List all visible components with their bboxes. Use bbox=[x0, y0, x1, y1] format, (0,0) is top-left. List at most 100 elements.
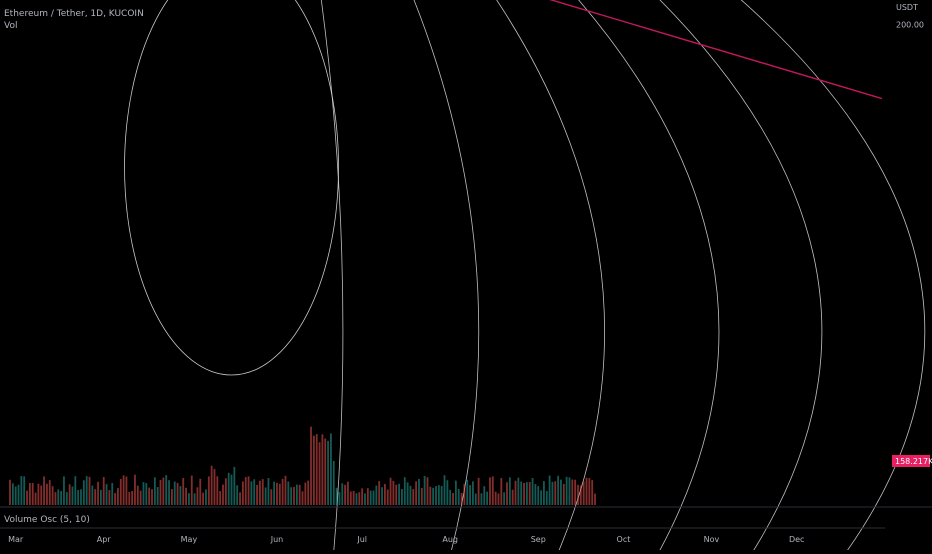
volume-bar bbox=[31, 482, 34, 505]
volume-bar bbox=[395, 484, 398, 505]
x-tick-label: Sep bbox=[531, 535, 546, 544]
volume-bar bbox=[156, 486, 159, 505]
volume-bar bbox=[341, 483, 344, 505]
volume-bar bbox=[273, 481, 276, 505]
volume-bar bbox=[267, 478, 270, 505]
volume-tag-box bbox=[892, 455, 930, 467]
volume-bar bbox=[276, 482, 278, 505]
volume-bar bbox=[256, 484, 258, 505]
x-tick-label: May bbox=[181, 535, 198, 544]
volume-bar bbox=[71, 486, 74, 505]
volume-bar bbox=[278, 483, 281, 505]
volume-bar bbox=[415, 481, 418, 505]
volume-bar bbox=[298, 484, 301, 505]
x-tick-label: Dec bbox=[789, 535, 804, 544]
volume-bar bbox=[554, 481, 557, 505]
volume-bar bbox=[403, 477, 406, 505]
volume-bar bbox=[270, 489, 273, 505]
volume-bar bbox=[324, 438, 327, 505]
volume-bar bbox=[125, 476, 128, 505]
trend-lines bbox=[549, 0, 883, 100]
volume-bar bbox=[134, 474, 136, 505]
volume-bar bbox=[88, 476, 91, 505]
volume-bar bbox=[145, 483, 148, 505]
volume-bar bbox=[170, 489, 173, 505]
x-tick-label: Jun bbox=[270, 535, 284, 544]
time-arc bbox=[124, 0, 339, 376]
price-tags: 1318.291247.8738:111193.911014.17158.217… bbox=[892, 455, 932, 467]
volume-bar bbox=[378, 481, 381, 505]
volume-bar bbox=[122, 475, 125, 505]
volume-bar bbox=[321, 434, 324, 505]
volume-bar bbox=[352, 490, 355, 505]
volume-oscillator-label[interactable]: Volume Osc (5, 10) bbox=[4, 515, 90, 525]
volume-bar bbox=[318, 442, 321, 505]
volume-bar bbox=[577, 484, 579, 505]
volume-bar bbox=[332, 460, 335, 505]
volume-bar bbox=[159, 479, 162, 505]
volume-bar bbox=[440, 485, 443, 505]
volume-bar bbox=[253, 479, 256, 505]
volume-bar bbox=[80, 489, 82, 505]
fib-time-arcs bbox=[124, 0, 926, 554]
volume-bar bbox=[119, 478, 122, 505]
volume-bar bbox=[293, 487, 295, 505]
volume-bar bbox=[543, 481, 545, 505]
currency-label: USDT bbox=[896, 3, 918, 12]
volume-bar bbox=[287, 481, 290, 505]
x-tick-label: Aug bbox=[442, 535, 458, 544]
volume-bar bbox=[205, 489, 207, 505]
volume-bar bbox=[136, 485, 139, 505]
volume-bar bbox=[565, 476, 568, 505]
volume-bar bbox=[114, 493, 116, 505]
volume-bar bbox=[540, 490, 542, 505]
volume-bar bbox=[508, 477, 511, 505]
volume-bar bbox=[188, 493, 190, 505]
volume-bar bbox=[176, 482, 179, 505]
volume-bar bbox=[244, 477, 247, 505]
volume-bar bbox=[264, 487, 267, 505]
volume-bar bbox=[139, 490, 142, 505]
volume-bar bbox=[34, 492, 37, 505]
volume-bar bbox=[239, 492, 241, 505]
y-tick-label: 200.00 bbox=[896, 20, 924, 29]
volume-bar bbox=[335, 487, 338, 505]
volume-bar bbox=[247, 476, 250, 505]
time-arc bbox=[413, 0, 480, 554]
x-tick-label: Jul bbox=[356, 535, 367, 544]
volume-bar bbox=[494, 491, 497, 505]
volume-bar bbox=[227, 472, 230, 505]
volume-bar bbox=[457, 488, 460, 505]
volume-bar bbox=[304, 482, 307, 505]
volume-bar bbox=[469, 485, 471, 505]
time-arc bbox=[740, 0, 926, 554]
volume-bar bbox=[412, 489, 415, 505]
volume-bar bbox=[65, 492, 68, 505]
volume-bar bbox=[423, 475, 426, 505]
volume-bar bbox=[295, 484, 298, 505]
volume-bar bbox=[381, 487, 383, 505]
volume-bar bbox=[14, 486, 17, 505]
volume-bar bbox=[344, 484, 347, 505]
volume-bar bbox=[437, 485, 440, 505]
volume-bar bbox=[168, 480, 170, 505]
volume-bar bbox=[506, 482, 508, 505]
volume-bar bbox=[406, 482, 409, 505]
symbol-title[interactable]: Ethereum / Tether, 1D, KUCOIN bbox=[4, 9, 144, 19]
volume-bar bbox=[358, 492, 361, 505]
volume-bar bbox=[315, 434, 318, 505]
volume-bar bbox=[560, 479, 562, 505]
volume-bar bbox=[224, 478, 227, 505]
volume-bar bbox=[392, 480, 395, 505]
volume-bar bbox=[37, 483, 40, 505]
time-arc bbox=[578, 0, 720, 554]
volume-bars bbox=[9, 426, 596, 505]
volume-bar bbox=[11, 483, 14, 505]
volume-bar bbox=[579, 485, 582, 505]
volume-bar bbox=[514, 480, 517, 505]
volume-bar bbox=[383, 483, 386, 505]
volume-indicator-label[interactable]: Vol bbox=[4, 21, 18, 31]
